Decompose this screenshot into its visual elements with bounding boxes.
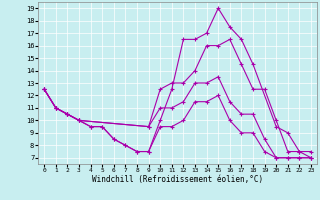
X-axis label: Windchill (Refroidissement éolien,°C): Windchill (Refroidissement éolien,°C) — [92, 175, 263, 184]
